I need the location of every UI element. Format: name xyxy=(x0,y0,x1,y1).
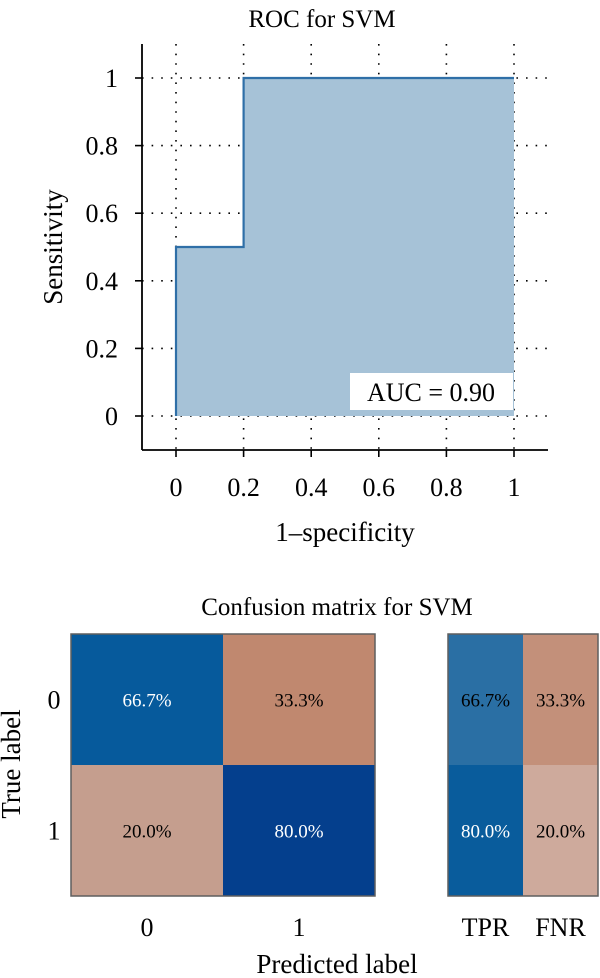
confusion-cell xyxy=(71,634,223,765)
roc-y-tick-label: 0 xyxy=(105,402,118,431)
confusion-x-label: Predicted label xyxy=(256,949,417,978)
rate-cell xyxy=(448,765,523,896)
roc-y-tick-label: 0.2 xyxy=(86,334,119,363)
rate-border xyxy=(447,633,599,897)
roc-area xyxy=(176,78,514,416)
rate-x-tick-label: FNR xyxy=(535,913,586,942)
roc-x-label: 1–specificity xyxy=(275,517,415,547)
roc-x-tick-label: 0 xyxy=(170,473,183,502)
roc-x-tick-label: 0.4 xyxy=(295,473,328,502)
rate-cell-label: 33.3% xyxy=(536,691,585,712)
confusion-tick-labels: 0 1 0 1 TPR FNR xyxy=(48,686,587,943)
rate-x-tick-label: TPR xyxy=(462,913,510,942)
roc-curve xyxy=(174,76,514,416)
confusion-title: Confusion matrix for SVM xyxy=(201,594,473,621)
roc-x-tick-label: 0.6 xyxy=(363,473,396,502)
roc-x-tick-label: 0.8 xyxy=(430,473,463,502)
confusion-cell xyxy=(223,765,375,896)
rate-cell-label: 80.0% xyxy=(461,822,510,843)
roc-x-tick-label: 0.2 xyxy=(227,473,260,502)
roc-y-tick-label: 0.4 xyxy=(86,267,119,296)
roc-ticks: 0 0.2 0.4 0.6 0.8 1 0 0.2 0.4 0.6 0.8 1 xyxy=(86,64,521,502)
confusion-cell-label: 20.0% xyxy=(122,822,171,843)
confusion-panel: Confusion matrix for SVM 66.7% 33.3% 20.0%… xyxy=(0,594,599,978)
roc-panel: ROC for SVM 0 0.2 0.4 0.6 0.8 1 0 0.2 0.4 0.6 0.8 1… xyxy=(38,6,548,547)
roc-title: ROC for SVM xyxy=(248,6,395,33)
confusion-cell xyxy=(223,634,375,765)
confusion-matrix: 66.7% 33.3% 20.0% 80.0% xyxy=(70,633,376,897)
roc-y-tick-label: 0.8 xyxy=(86,132,119,161)
rate-cell xyxy=(448,634,523,765)
rate-cell xyxy=(523,765,598,896)
confusion-y-label: True label xyxy=(0,709,26,818)
auc-box xyxy=(350,373,513,410)
rate-cell xyxy=(523,634,598,765)
confusion-x-tick-label: 1 xyxy=(293,913,306,942)
roc-y-tick-label: 0.6 xyxy=(86,199,119,228)
confusion-cell-label: 66.7% xyxy=(122,691,171,712)
rate-matrix: 66.7% 33.3% 80.0% 20.0% xyxy=(447,633,599,897)
confusion-y-tick-label: 0 xyxy=(48,686,61,715)
confusion-y-tick-label: 1 xyxy=(48,817,61,846)
roc-x-tick-label: 1 xyxy=(508,473,521,502)
confusion-cell-label: 80.0% xyxy=(274,822,323,843)
roc-y-label: Sensitivity xyxy=(38,189,68,305)
rate-cell-label: 66.7% xyxy=(461,691,510,712)
confusion-border xyxy=(70,633,376,897)
rate-cell-label: 20.0% xyxy=(536,822,585,843)
confusion-cell xyxy=(71,765,223,896)
confusion-cell-label: 33.3% xyxy=(274,691,323,712)
confusion-x-tick-label: 0 xyxy=(141,913,154,942)
roc-y-tick-label: 1 xyxy=(105,64,118,93)
auc-label: AUC = 0.90 xyxy=(367,378,495,407)
